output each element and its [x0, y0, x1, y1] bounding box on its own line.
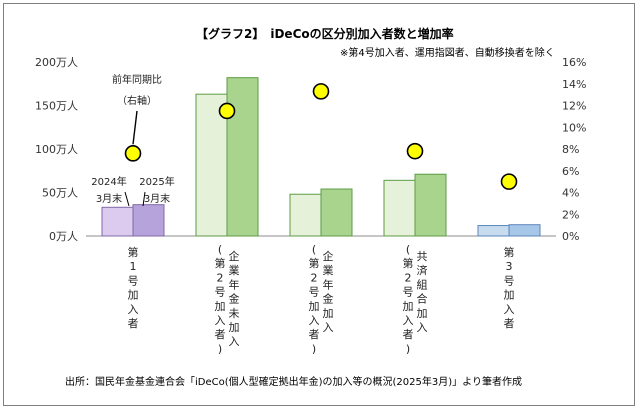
category-sublabel-char: 者 — [309, 328, 320, 341]
category-sublabel-char: ( — [312, 243, 316, 256]
category-sublabel-char: 2 — [217, 271, 224, 284]
category-label-char: 金 — [229, 292, 240, 306]
category-label-char: 済 — [417, 263, 428, 277]
growth-rate-label: （右軸） — [117, 94, 157, 107]
category-label-char: 入 — [128, 303, 139, 316]
growth-rate-point — [500, 173, 518, 190]
bar-2025-cat-4 — [414, 173, 447, 237]
category-sublabel-char: 加 — [309, 300, 320, 313]
category-label-char: 金 — [323, 292, 334, 306]
series-label-2025: 2025年 — [139, 175, 174, 188]
y-left-tick-label: 50万人 — [42, 187, 78, 200]
y-right-tick-label: 6% — [562, 165, 579, 178]
category-sublabel-char: ) — [406, 342, 410, 355]
category-label-char: 年 — [229, 277, 240, 291]
category-label-char: 3 — [506, 260, 513, 273]
category-sublabel-char: 第 — [215, 256, 226, 270]
category-sublabel-char: 入 — [403, 314, 414, 327]
category-sublabel-char: 加 — [215, 300, 226, 313]
category-label-char: 第 — [504, 245, 515, 259]
growth-rate-point — [218, 102, 236, 120]
category-label-char: 加 — [417, 307, 428, 320]
bar-2024-cat-1 — [101, 206, 134, 237]
category-sublabel-char: 者 — [403, 328, 414, 341]
series-label-2025: 3月末 — [144, 192, 170, 205]
category-label-char: 入 — [323, 321, 334, 334]
category-label-char: 入 — [417, 321, 428, 334]
plot-area: 0万人 50万人 100万人 150万人 200万人 0% 2% 4% 6% 8% 10% 12% 14… — [35, 56, 586, 355]
category-sublabel-char: 加 — [403, 300, 414, 313]
y-left-tick-label: 200万人 — [35, 56, 78, 69]
category-sublabel-char: ( — [218, 243, 222, 256]
source-note: 出所：国民年金基金連合会「iDeCo(個人型確定拠出年金)の加入等の概況(202… — [65, 375, 522, 388]
category-sublabel-char: 号 — [403, 286, 414, 299]
y-right-tick-label: 14% — [562, 78, 586, 91]
category-label-char: 組 — [417, 278, 428, 291]
chart-title: 【グラフ2】 iDeCoの区分別加入者数と増加率 — [196, 26, 454, 41]
category-label-char: 業 — [323, 264, 334, 277]
category-label-char: 業 — [229, 264, 240, 277]
y-left-tick-label: 100万人 — [35, 143, 78, 156]
category-sublabel-char: 者 — [215, 328, 226, 341]
category-label-char: 企 — [323, 249, 334, 263]
category-sublabel-char: 入 — [215, 314, 226, 327]
category-label-char: 企 — [229, 249, 240, 263]
series-leader-2024 — [124, 191, 130, 207]
y-right-tick-label: 10% — [562, 121, 586, 134]
category-label-char: 号 — [128, 274, 139, 287]
category-sublabel-char: 第 — [309, 256, 320, 270]
category-label-char: 合 — [417, 292, 428, 306]
y-right-tick-label: 0% — [562, 230, 579, 243]
series-label-2024: 3月末 — [96, 192, 122, 205]
y-right-tick-label: 2% — [562, 208, 579, 221]
category-sublabel-char: 2 — [405, 271, 412, 284]
y-left-tick-label: 0万人 — [49, 230, 78, 243]
category-label-char: 者 — [504, 317, 515, 330]
category-label-char: 未 — [229, 307, 240, 320]
category-label-char: 第 — [128, 245, 139, 259]
bar-2025-cat-2 — [226, 77, 259, 237]
y-left-tick-label: 150万人 — [35, 100, 78, 113]
y-right-tick-label: 12% — [562, 100, 586, 113]
bar-2025-cat-5 — [508, 224, 541, 237]
category-label-char: 年 — [323, 277, 334, 291]
category-label-char: 加 — [128, 289, 139, 302]
category-sublabel-char: ( — [406, 243, 410, 256]
bar-2024-cat-3 — [289, 193, 322, 237]
chart-svg: 【グラフ2】 iDeCoの区分別加入者数と増加率 ※第4号加入者、運用指図者、自… — [35, 26, 586, 388]
growth-rate-point — [406, 142, 424, 160]
bar-2025-cat-3 — [320, 188, 353, 237]
bar-2025-cat-1 — [132, 204, 165, 237]
category-label-char: 加 — [229, 321, 240, 334]
y-right-tick-label: 16% — [562, 56, 586, 69]
series-label-2024: 2024年 — [91, 175, 126, 188]
growth-rate-point — [124, 145, 142, 162]
category-sublabel-char: 号 — [215, 286, 226, 299]
category-sublabel-char: 号 — [309, 286, 320, 299]
series-leader-2025 — [142, 191, 146, 207]
category-label-char: 1 — [130, 260, 137, 273]
category-sublabel-char: 2 — [311, 271, 318, 284]
category-label-char: 加 — [504, 289, 515, 302]
category-label-char: 号 — [504, 274, 515, 287]
bar-2024-cat-4 — [383, 179, 416, 237]
category-label-char: 加 — [323, 307, 334, 320]
chart-frame: 【グラフ2】 iDeCoの区分別加入者数と増加率 ※第4号加入者、運用指図者、自… — [3, 3, 635, 406]
bar-2024-cat-5 — [477, 225, 510, 237]
category-sublabel-char: ) — [312, 342, 316, 355]
category-label-char: 者 — [128, 317, 139, 330]
growth-rate-label: 前年同期比 — [112, 73, 162, 86]
category-sublabel-char: 第 — [403, 256, 414, 270]
growth-rate-point — [312, 83, 330, 100]
category-sublabel-char: ) — [218, 342, 222, 355]
y-right-tick-label: 8% — [562, 143, 579, 156]
category-label-char: 入 — [229, 335, 240, 348]
chart-subtitle: ※第4号加入者、運用指図者、自動移換者を除く — [340, 46, 555, 59]
category-label-char: 共 — [417, 250, 428, 263]
growth-rate-leader — [132, 110, 138, 145]
y-right-tick-label: 4% — [562, 187, 579, 200]
category-sublabel-char: 入 — [309, 314, 320, 327]
category-label-char: 入 — [504, 303, 515, 316]
